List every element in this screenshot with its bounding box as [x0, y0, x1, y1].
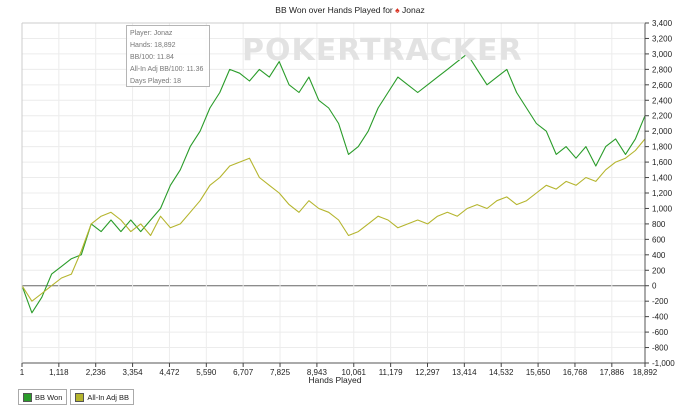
y-tick-label: 600 — [652, 235, 666, 244]
legend: BB Won All-In Adj BB — [18, 389, 135, 405]
y-tick-label: 2,600 — [652, 81, 673, 90]
y-tick-label: 3,400 — [652, 19, 673, 28]
axes — [21, 22, 646, 364]
x-tick-label: 1 — [20, 368, 25, 377]
x-tick-label: 6,707 — [233, 368, 254, 377]
y-tick-label: 800 — [652, 220, 666, 229]
y-tick-label: 3,200 — [652, 34, 673, 43]
y-tick-label: 2,200 — [652, 112, 673, 121]
chart-title-player: Jonaz — [400, 5, 425, 15]
legend-item-bb-won[interactable]: BB Won — [18, 389, 68, 405]
watermark: POKERTRACKER — [242, 33, 523, 68]
x-tick-label: 2,236 — [86, 368, 107, 377]
x-tick-label: 7,825 — [270, 368, 291, 377]
series-line-bb-won — [21, 53, 646, 314]
y-tick-label: 3,000 — [652, 50, 673, 59]
y-tick-label: -400 — [652, 313, 669, 322]
info-allin: All-In Adj BB/100: 11.36 — [130, 66, 204, 73]
y-tick-label: -600 — [652, 328, 669, 337]
x-tick-label: 13,414 — [452, 368, 477, 377]
x-tick-label: 5,590 — [196, 368, 217, 377]
x-tick-label: 8,943 — [307, 368, 328, 377]
x-tick-label: 1,118 — [49, 368, 69, 377]
legend-swatch-allin-adj-bb — [75, 392, 85, 402]
y-tick-label: -1,000 — [652, 359, 675, 368]
x-tick-label: 14,532 — [489, 368, 514, 377]
y-tick-label: 1,400 — [652, 174, 673, 183]
legend-swatch-bb-won — [23, 392, 32, 402]
y-tick-label: 0 — [652, 282, 657, 291]
x-tick-label: 18,892 — [633, 368, 658, 377]
y-tick-label: 1,000 — [652, 204, 673, 213]
x-tick-label: 16,768 — [563, 368, 588, 377]
y-tick-label: 1,800 — [652, 143, 673, 152]
series-layer — [21, 53, 646, 314]
x-tick-label: 17,886 — [600, 368, 625, 377]
y-tick-label: 200 — [652, 266, 666, 275]
legend-label-allin-adj-bb: All-In Adj BB — [87, 392, 130, 402]
chip-icon: ♠ — [395, 5, 400, 15]
y-axis-ticks: -1,000 -800 -600 -400 -200 0 200 400 600 800 1,000… — [645, 19, 675, 368]
info-hands: Hands: 18,892 — [130, 42, 176, 49]
x-tick-label: 15,650 — [526, 368, 551, 377]
chart-title-prefix: BB Won over Hands Played for — [275, 5, 395, 15]
x-axis-ticks: 1 1,118 2,236 3,354 4,472 5,590 6,707 7,825 8,94… — [20, 363, 658, 377]
y-tick-label: 2,400 — [652, 96, 673, 105]
chart-title: BB Won over Hands Played for ♠ Jonaz — [275, 5, 424, 15]
y-tick-label: -200 — [652, 297, 669, 306]
info-player: Player: Jonaz — [130, 30, 173, 37]
y-tick-label: 2,800 — [652, 65, 673, 74]
series-line-allin-adj-bb — [21, 138, 646, 302]
legend-label-bb-won: BB Won — [35, 392, 63, 402]
y-tick-label: 1,600 — [652, 158, 673, 167]
x-tick-label: 10,061 — [342, 368, 367, 377]
x-tick-label: 12,297 — [415, 368, 440, 377]
x-tick-label: 11,179 — [379, 368, 403, 377]
grid — [21, 22, 646, 364]
legend-item-allin-adj-bb[interactable]: All-In Adj BB — [70, 389, 135, 405]
x-axis-title: Hands Played — [309, 375, 362, 385]
y-tick-label: 1,200 — [652, 189, 673, 198]
info-bb100: BB/100: 11.84 — [130, 54, 174, 61]
x-tick-label: 4,472 — [159, 368, 180, 377]
y-tick-label: 400 — [652, 251, 666, 260]
y-tick-label: -800 — [652, 344, 669, 353]
x-tick-label: 3,354 — [123, 368, 144, 377]
y-tick-label: 2,000 — [652, 127, 673, 136]
info-days: Days Played: 18 — [130, 78, 181, 85]
player-info-box: Player: Jonaz Hands: 18,892 BB/100: 11.8… — [126, 25, 210, 87]
